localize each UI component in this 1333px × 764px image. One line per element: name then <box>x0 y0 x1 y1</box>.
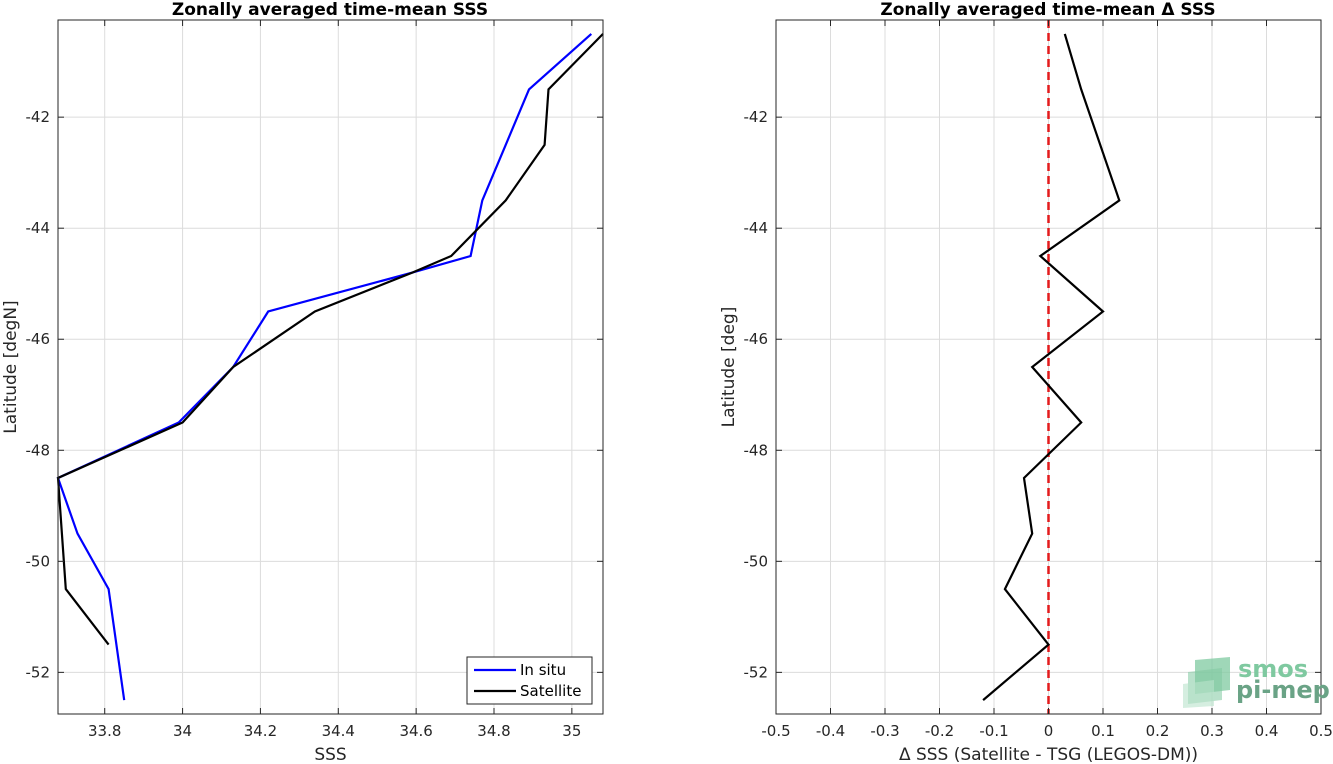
y-tick-label: -52 <box>744 663 769 681</box>
legend-box <box>466 656 593 705</box>
plot-area <box>58 20 603 714</box>
x-tick-label: -0.3 <box>870 722 899 740</box>
x-tick-label: 35 <box>562 722 581 740</box>
x-tick-label: 34.4 <box>322 722 355 740</box>
x-tick-label: 34.6 <box>399 722 432 740</box>
y-tick-label: -42 <box>744 108 769 126</box>
y-axis-label: Latitude [degN] <box>1 300 21 433</box>
x-tick-label: 34.8 <box>477 722 510 740</box>
x-tick-label: 0.5 <box>1309 722 1333 740</box>
y-tick-label: -42 <box>26 108 51 126</box>
x-axis-label: Δ SSS (Satellite - TSG (LEGOS-DM)) <box>899 745 1198 764</box>
chart-title: Zonally averaged time-mean SSS <box>172 0 488 20</box>
y-tick-label: -44 <box>26 219 51 237</box>
x-tick-label: -0.5 <box>761 722 790 740</box>
x-tick-label: 34.2 <box>244 722 277 740</box>
legend-entry: Satellite <box>520 682 581 700</box>
chart-title: Zonally averaged time-mean Δ SSS <box>880 0 1215 20</box>
x-tick-label: 34 <box>173 722 192 740</box>
x-tick-label: -0.2 <box>925 722 954 740</box>
x-tick-label: 0.3 <box>1200 722 1224 740</box>
y-tick-label: -50 <box>26 552 51 570</box>
x-tick-label: 0.1 <box>1091 722 1115 740</box>
right-panel: -0.5 -0.4 -0.3 -0.2 -0.1 0 0.1 0.2 0.3 0.4 0.5 -52 -… <box>719 0 1333 764</box>
y-tick-label: -50 <box>744 552 769 570</box>
left-panel: 33.8 34 34.2 34.4 34.6 34.8 35 -52 -50 -48 -46 -44 -… <box>1 0 604 764</box>
x-axis-label: SSS <box>314 745 346 764</box>
y-tick-label: -48 <box>744 441 769 459</box>
y-tick-label: -46 <box>744 330 769 348</box>
y-tick-label: -48 <box>26 441 51 459</box>
x-tick-label: -0.4 <box>816 722 845 740</box>
y-tick-label: -52 <box>26 663 51 681</box>
series-line-delta-sss-0 <box>982 33 1121 701</box>
series-line-satellite <box>56 33 604 646</box>
y-tick-label: -44 <box>744 219 769 237</box>
x-tick-label: 0 <box>1044 722 1054 740</box>
y-axis-label: Latitude [deg] <box>719 307 739 428</box>
x-tick-label: -0.1 <box>979 722 1008 740</box>
legend: In situ Satellite <box>466 656 593 705</box>
x-tick-label: 33.8 <box>88 722 121 740</box>
axes-box <box>57 19 604 715</box>
series-line-in-situ <box>56 33 593 701</box>
logo-text-smos: smos <box>1238 655 1308 683</box>
logo-shape-front <box>1183 680 1214 708</box>
logo-text-pi-mep: pi-mep <box>1236 676 1330 704</box>
x-tick-label: 0.2 <box>1146 722 1170 740</box>
legend-entry: In situ <box>520 661 566 679</box>
x-tick-label: 0.4 <box>1255 722 1279 740</box>
y-tick-label: -46 <box>26 330 51 348</box>
